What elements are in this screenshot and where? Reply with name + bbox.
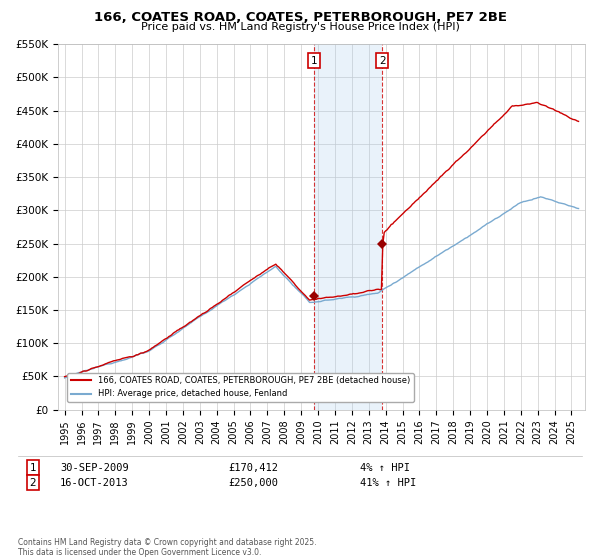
- Text: 16-OCT-2013: 16-OCT-2013: [60, 478, 129, 488]
- Text: 2: 2: [29, 478, 37, 488]
- Text: 166, COATES ROAD, COATES, PETERBOROUGH, PE7 2BE: 166, COATES ROAD, COATES, PETERBOROUGH, …: [94, 11, 506, 24]
- Text: 41% ↑ HPI: 41% ↑ HPI: [360, 478, 416, 488]
- Text: Contains HM Land Registry data © Crown copyright and database right 2025.
This d: Contains HM Land Registry data © Crown c…: [18, 538, 317, 557]
- Legend: 166, COATES ROAD, COATES, PETERBOROUGH, PE7 2BE (detached house), HPI: Average p: 166, COATES ROAD, COATES, PETERBOROUGH, …: [67, 373, 414, 402]
- Text: 1: 1: [311, 55, 317, 66]
- Text: £250,000: £250,000: [228, 478, 278, 488]
- Text: 4% ↑ HPI: 4% ↑ HPI: [360, 463, 410, 473]
- Text: 1: 1: [29, 463, 37, 473]
- Text: Price paid vs. HM Land Registry's House Price Index (HPI): Price paid vs. HM Land Registry's House …: [140, 22, 460, 32]
- Text: £170,412: £170,412: [228, 463, 278, 473]
- Text: 2: 2: [379, 55, 385, 66]
- Bar: [314, 44, 382, 409]
- Text: 30-SEP-2009: 30-SEP-2009: [60, 463, 129, 473]
